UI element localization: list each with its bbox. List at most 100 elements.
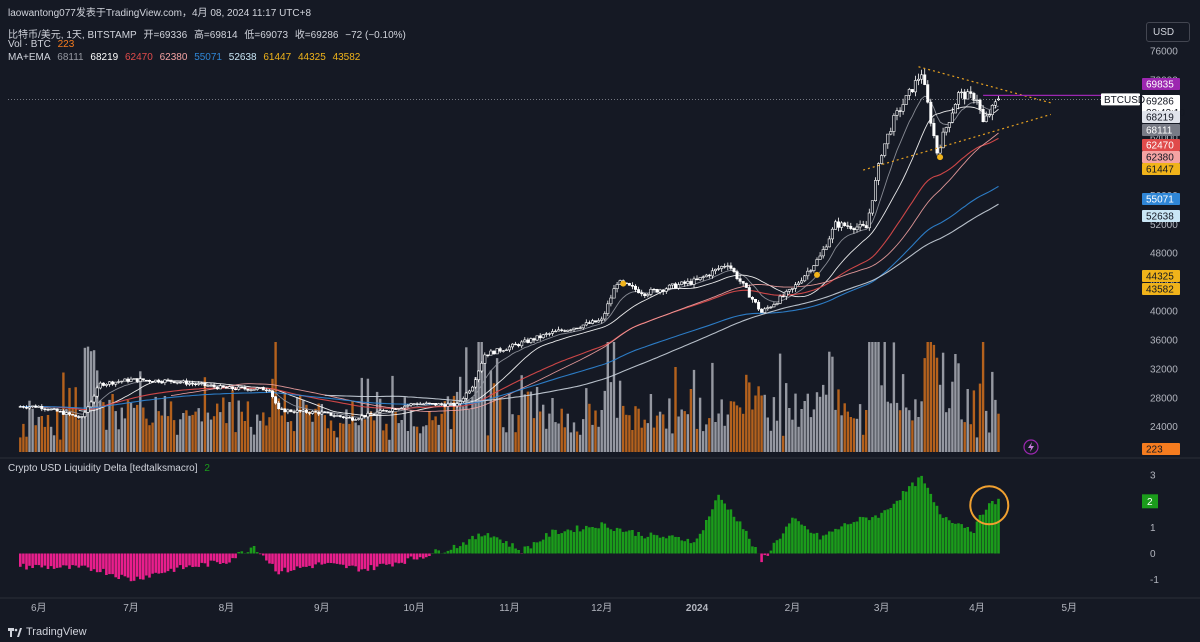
- indicator-bar: [803, 525, 806, 554]
- highlight-circle: [969, 485, 1010, 526]
- indicator-bar: [495, 537, 499, 554]
- indicator-bar: [763, 553, 766, 556]
- indicator-bar: [142, 553, 145, 580]
- indicator-bar: [449, 549, 453, 554]
- volume-bar: [975, 437, 979, 452]
- volume-bar: [745, 374, 748, 452]
- indicator-legend[interactable]: Crypto USD Liquidity Delta [tedtalksmacr…: [8, 463, 214, 474]
- indicator-bar: [268, 553, 271, 564]
- volume-bar: [216, 403, 219, 452]
- candle-body: [932, 123, 936, 137]
- volume-bar: [905, 407, 908, 452]
- volume-bar: [557, 423, 560, 452]
- candle-body: [415, 403, 419, 405]
- candle-body: [704, 274, 708, 278]
- indicator-bar: [102, 553, 105, 569]
- volume-bar: [852, 418, 856, 452]
- volume-bar: [957, 363, 960, 452]
- indicator-bar: [508, 546, 511, 554]
- candle-body: [295, 409, 299, 413]
- price-badge: [1142, 163, 1180, 175]
- volume-bar: [52, 435, 56, 452]
- indicator-bar: [403, 553, 407, 564]
- volume-bar: [209, 419, 213, 452]
- volume-bar: [311, 421, 314, 452]
- alert-ring: [1023, 439, 1039, 455]
- indicator-value-badge-text: 2: [1147, 497, 1153, 508]
- currency-button[interactable]: USD: [1146, 22, 1190, 42]
- volume-bar: [77, 419, 80, 452]
- indicator-bar: [665, 538, 668, 554]
- volume-legend[interactable]: Vol · BTC 223: [8, 39, 78, 50]
- candle-body: [843, 222, 847, 226]
- indicator-bar: [997, 498, 1000, 554]
- volume-bar: [249, 426, 253, 452]
- price-badge-text: 61447: [1146, 165, 1174, 176]
- candle-body: [231, 386, 235, 390]
- symbol-legend[interactable]: 比特币/美元, 1天, BITSTAMP 开=69336 高=69814 低=6…: [8, 26, 410, 41]
- tradingview-brand[interactable]: TradingView: [8, 626, 87, 638]
- indicator-bar: [249, 547, 253, 554]
- indicator-bar: [345, 553, 348, 569]
- candle-body: [963, 91, 967, 100]
- indicator-bar: [557, 534, 560, 554]
- candle-body: [188, 382, 192, 385]
- indicator-bar: [157, 553, 160, 574]
- candle-body: [221, 385, 225, 388]
- volume-bar: [154, 396, 157, 452]
- candle-body: [870, 200, 874, 214]
- candle-body: [228, 386, 232, 389]
- indicator-bar: [458, 546, 462, 554]
- indicator-bar: [415, 553, 419, 560]
- indicator-bar: [231, 553, 234, 559]
- candle-body: [261, 387, 265, 391]
- candle-body: [372, 413, 376, 416]
- candle-body: [166, 379, 170, 381]
- trendlines: [8, 66, 1140, 455]
- indicator-bar: [342, 553, 345, 565]
- indicator-bar: [991, 501, 994, 554]
- volume-bar: [954, 354, 957, 452]
- ma-legend[interactable]: MA+EMA 68111 68219 62470 62380 55071 526…: [8, 52, 364, 63]
- indicator-bar: [908, 486, 911, 554]
- candle-body: [901, 104, 905, 112]
- indicator-bar: [151, 553, 154, 574]
- volume-bar: [335, 437, 339, 452]
- indicator-bar: [695, 538, 699, 554]
- candle-body: [904, 95, 908, 105]
- indicator-bar: [422, 553, 425, 559]
- volume-bar: [280, 415, 283, 452]
- indicator-bar: [889, 508, 893, 554]
- volume-bar: [323, 415, 326, 452]
- indicator-tick-label: 3: [1150, 471, 1156, 482]
- volume-bar: [400, 420, 403, 452]
- volume-bar: [22, 423, 25, 452]
- indicator-bar: [643, 538, 647, 554]
- volume-bar: [658, 411, 662, 452]
- price-badge-text: 52638: [1146, 212, 1174, 223]
- indicator-bar: [711, 509, 714, 554]
- indicator-bar: [25, 553, 28, 570]
- volume-bar: [59, 439, 62, 452]
- candle-body: [144, 379, 148, 382]
- candle-body: [37, 405, 41, 408]
- volume-bar: [818, 396, 822, 452]
- candle-body: [990, 105, 994, 116]
- indicator-bar: [212, 553, 216, 561]
- indicator-bar: [455, 548, 459, 554]
- candle-body: [203, 382, 207, 387]
- price-badge: [1142, 111, 1180, 123]
- indicator-bar: [809, 532, 813, 554]
- volume-bar: [981, 342, 985, 452]
- candle-body: [981, 109, 985, 123]
- indicator-bar: [434, 549, 437, 554]
- volume-bar: [102, 402, 105, 452]
- indicator-bar: [603, 523, 607, 554]
- volume-bar: [28, 400, 31, 452]
- indicator-bar: [228, 553, 231, 563]
- indicator-bar: [206, 553, 210, 567]
- candle-body: [800, 280, 804, 284]
- volume-bar: [357, 425, 360, 452]
- volume-bar: [726, 414, 729, 452]
